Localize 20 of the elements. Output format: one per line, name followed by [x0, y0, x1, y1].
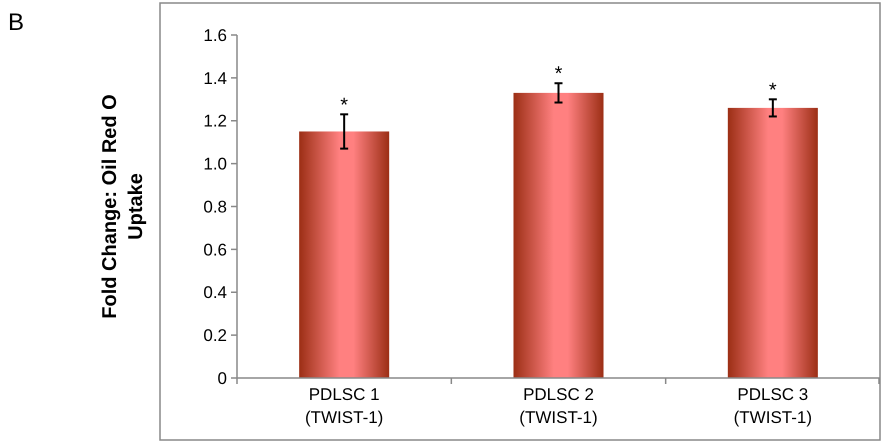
annotation: * — [768, 79, 777, 102]
y-tick-label: 0.4 — [203, 283, 227, 302]
x-tick-label: PDLSC 1 (TWIST-1) — [304, 385, 384, 427]
y-tick-label: 1.6 — [203, 26, 227, 45]
bar — [728, 108, 818, 378]
bar — [299, 131, 390, 378]
y-tick-label: 1.0 — [203, 154, 227, 174]
y-axis-title: Fold Change: Oil Red O Uptake — [99, 94, 147, 319]
bar — [513, 92, 604, 378]
y-tick-label: 1.4 — [203, 68, 227, 88]
x-tick-label: PDLSC 2 (TWIST-1) — [519, 385, 598, 427]
annotation: * — [554, 63, 563, 86]
y-tick-label: 0.2 — [203, 326, 227, 346]
annotation: * — [340, 94, 348, 116]
y-tick-label: 1.2 — [203, 112, 227, 131]
text: B — [8, 9, 24, 36]
x-tick-label: PDLSC 3 (TWIST-1) — [734, 385, 812, 427]
y-tick-label: 0.6 — [203, 240, 227, 260]
y-tick-label: 0.8 — [203, 197, 227, 216]
y-tick-label: 0 — [218, 368, 227, 388]
